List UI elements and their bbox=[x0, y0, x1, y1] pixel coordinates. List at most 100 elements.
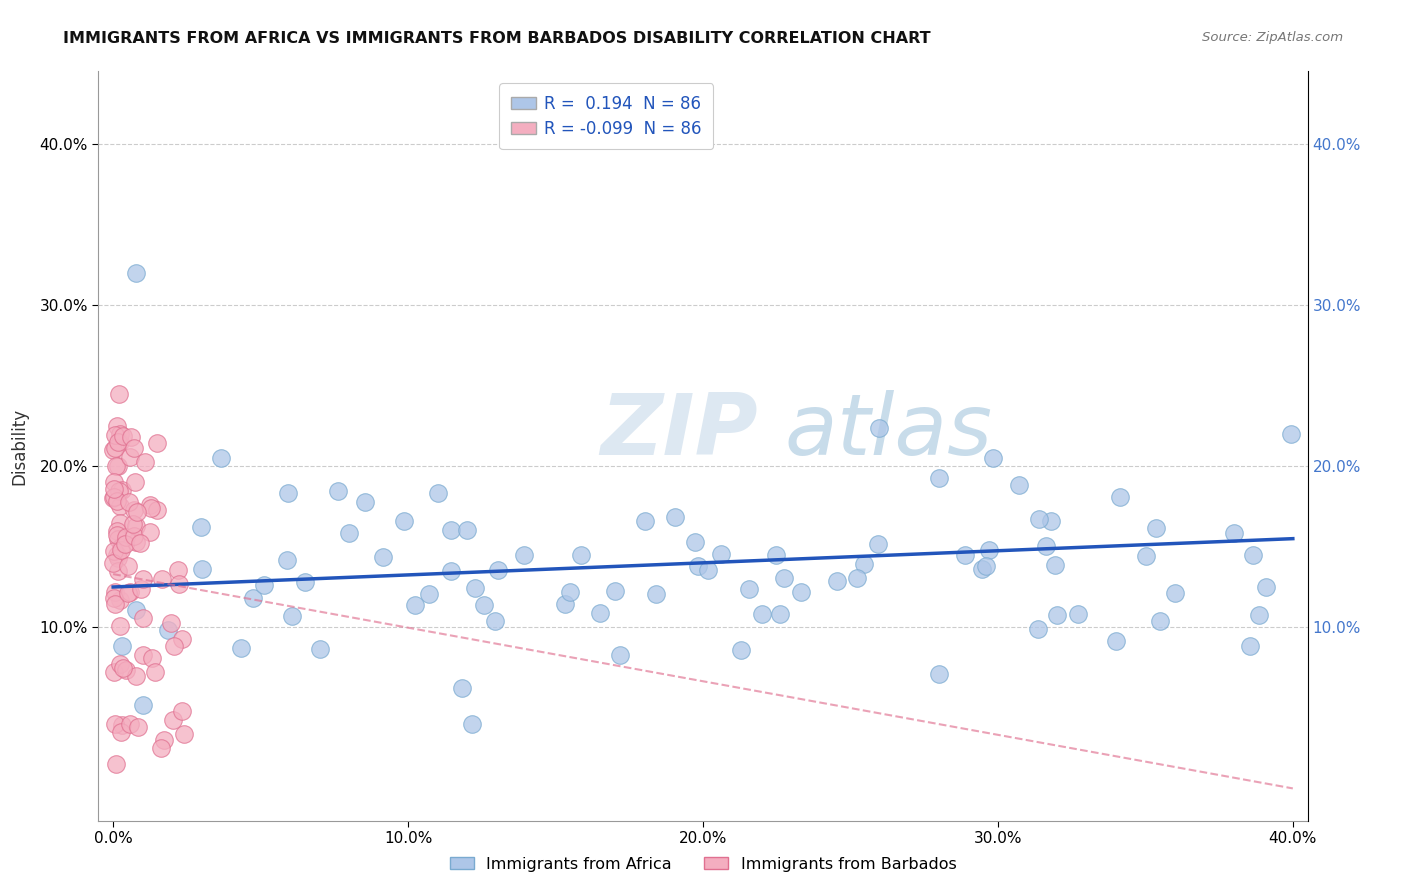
Point bbox=[107, 418, 129, 433]
Point bbox=[104, 757, 127, 772]
Point bbox=[686, 558, 709, 573]
Point bbox=[111, 718, 134, 732]
Point bbox=[121, 517, 143, 532]
Legend: R =  0.194  N = 86, R = -0.099  N = 86: R = 0.194 N = 86, R = -0.099 N = 86 bbox=[499, 84, 713, 150]
Point bbox=[107, 532, 129, 546]
Point bbox=[103, 491, 125, 506]
Point bbox=[110, 540, 132, 554]
Point bbox=[685, 535, 707, 549]
Point bbox=[464, 581, 486, 595]
Point bbox=[112, 660, 135, 674]
Point bbox=[308, 641, 330, 656]
Point bbox=[143, 665, 166, 680]
Legend: Immigrants from Africa, Immigrants from Barbados: Immigrants from Africa, Immigrants from … bbox=[441, 848, 965, 880]
Point bbox=[1241, 548, 1264, 562]
Point bbox=[513, 548, 536, 562]
Point bbox=[141, 500, 163, 515]
Point bbox=[418, 587, 440, 601]
Point bbox=[1026, 623, 1049, 637]
Y-axis label: Disability: Disability bbox=[10, 408, 28, 484]
Point bbox=[953, 549, 976, 563]
Point bbox=[153, 733, 176, 747]
Point bbox=[108, 516, 131, 530]
Point bbox=[772, 571, 794, 585]
Point bbox=[104, 442, 127, 456]
Point bbox=[117, 585, 139, 599]
Point bbox=[928, 667, 950, 681]
Point bbox=[127, 720, 149, 734]
Point bbox=[105, 494, 128, 508]
Point bbox=[103, 443, 125, 458]
Text: atlas: atlas bbox=[785, 390, 993, 473]
Point bbox=[451, 681, 474, 696]
Point bbox=[281, 609, 304, 624]
Point bbox=[103, 544, 125, 558]
Point bbox=[928, 471, 950, 485]
Point bbox=[132, 572, 155, 586]
Point bbox=[111, 429, 134, 443]
Point bbox=[125, 518, 148, 533]
Point bbox=[127, 505, 149, 519]
Point bbox=[569, 548, 592, 562]
Point bbox=[167, 563, 190, 577]
Point bbox=[110, 434, 132, 449]
Point bbox=[162, 713, 184, 727]
Point bbox=[118, 450, 141, 465]
Point bbox=[108, 500, 131, 514]
Point bbox=[134, 454, 156, 468]
Point bbox=[107, 435, 129, 450]
Point bbox=[440, 523, 463, 537]
Point bbox=[110, 593, 132, 607]
Point bbox=[1163, 585, 1185, 599]
Point bbox=[354, 495, 377, 509]
Point bbox=[645, 587, 668, 601]
Point bbox=[554, 597, 576, 611]
Point bbox=[110, 619, 132, 633]
Point bbox=[1279, 427, 1302, 442]
Point bbox=[129, 582, 152, 596]
Point bbox=[486, 564, 509, 578]
Point bbox=[124, 503, 146, 517]
Point bbox=[825, 574, 848, 589]
Point bbox=[139, 524, 162, 539]
Point bbox=[190, 562, 212, 576]
Point bbox=[104, 427, 127, 442]
Point bbox=[145, 436, 167, 450]
Point bbox=[115, 530, 138, 544]
Point bbox=[139, 498, 162, 512]
Point bbox=[294, 574, 316, 589]
Point bbox=[104, 459, 127, 474]
Point bbox=[108, 484, 131, 499]
Point bbox=[972, 562, 994, 576]
Point bbox=[426, 486, 449, 500]
Point bbox=[104, 597, 127, 611]
Point bbox=[1135, 549, 1157, 563]
Point bbox=[337, 525, 360, 540]
Point bbox=[1008, 478, 1031, 492]
Point bbox=[132, 648, 155, 663]
Point bbox=[751, 607, 773, 621]
Point bbox=[107, 459, 129, 474]
Point bbox=[108, 386, 131, 401]
Point bbox=[157, 623, 180, 637]
Text: ZIP: ZIP bbox=[600, 390, 758, 473]
Point bbox=[103, 482, 125, 496]
Point bbox=[103, 556, 125, 570]
Point bbox=[107, 564, 129, 578]
Point bbox=[118, 717, 141, 731]
Point bbox=[976, 559, 998, 574]
Point bbox=[789, 585, 811, 599]
Point bbox=[110, 657, 132, 672]
Point bbox=[404, 599, 426, 613]
Point bbox=[730, 643, 752, 657]
Point bbox=[105, 524, 128, 538]
Point bbox=[124, 475, 146, 489]
Point bbox=[472, 598, 495, 612]
Point bbox=[124, 528, 146, 542]
Point bbox=[558, 585, 581, 599]
Point bbox=[120, 585, 142, 599]
Point bbox=[846, 571, 869, 585]
Point bbox=[110, 543, 132, 558]
Point bbox=[131, 698, 153, 712]
Point bbox=[150, 572, 173, 586]
